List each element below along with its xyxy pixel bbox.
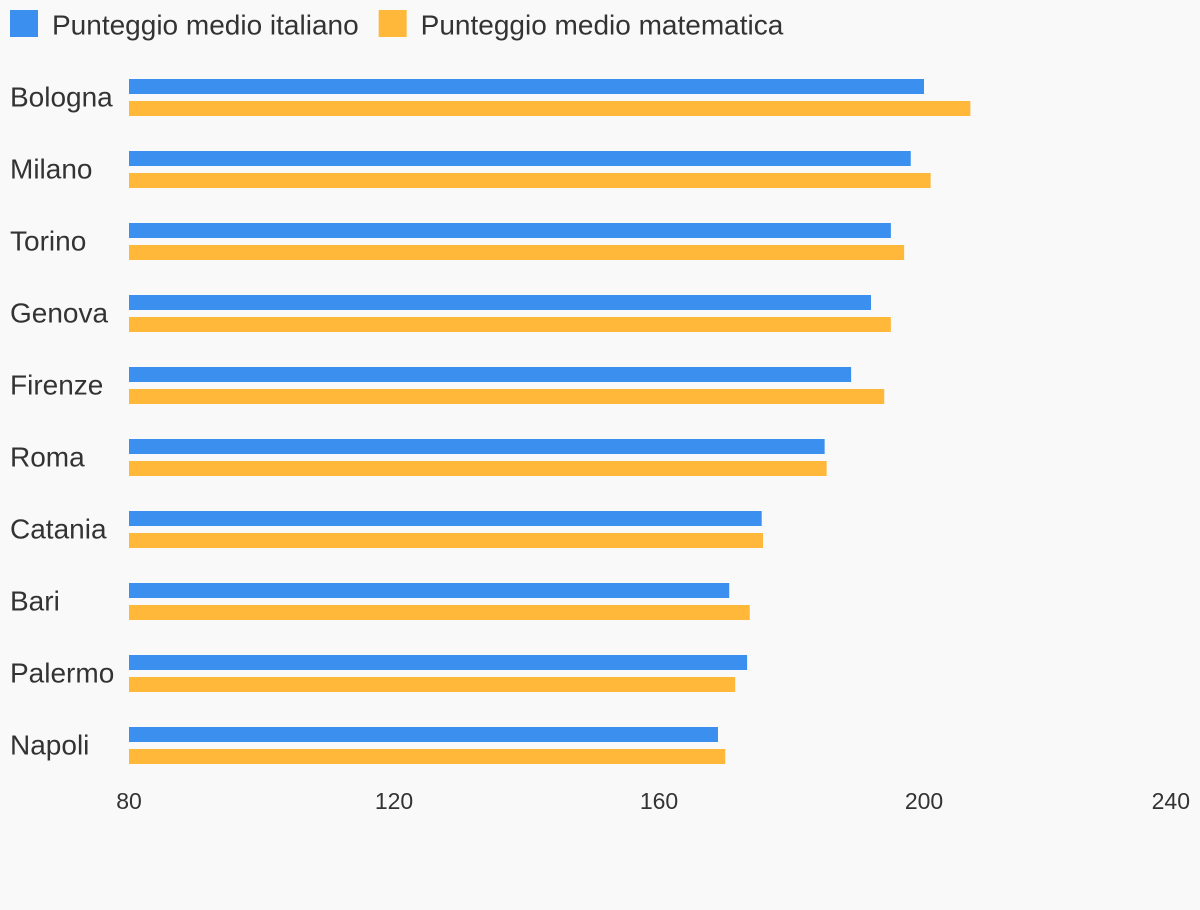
bar <box>129 173 931 188</box>
bar <box>129 367 852 382</box>
category-label: Napoli <box>10 729 89 760</box>
category-label: Firenze <box>10 369 103 400</box>
bar <box>129 101 971 116</box>
bar <box>129 655 748 670</box>
bar <box>129 727 718 742</box>
x-tick-label: 240 <box>1152 788 1190 814</box>
category-label: Palermo <box>10 657 114 688</box>
bar <box>129 295 871 310</box>
bar <box>129 439 825 454</box>
legend-label: Punteggio medio matematica <box>421 9 784 40</box>
bar <box>129 677 736 692</box>
x-tick-label: 200 <box>905 788 943 814</box>
bar <box>129 151 911 166</box>
x-tick-label: 80 <box>116 788 142 814</box>
category-label: Roma <box>10 441 85 472</box>
bar <box>129 749 726 764</box>
bar <box>129 461 827 476</box>
bar <box>129 511 762 526</box>
legend-swatch <box>10 10 38 37</box>
category-label: Torino <box>10 225 86 256</box>
legend-swatch <box>378 10 407 37</box>
bar <box>129 317 891 332</box>
bar <box>129 223 891 238</box>
category-label: Catania <box>10 513 107 544</box>
bar <box>129 389 885 404</box>
category-label: Bologna <box>10 81 113 112</box>
bar <box>129 533 764 548</box>
legend-label: Punteggio medio italiano <box>52 9 359 40</box>
bar <box>129 79 924 94</box>
bar <box>129 245 905 260</box>
category-label: Genova <box>10 297 108 328</box>
bar <box>129 583 730 598</box>
category-label: Milano <box>10 153 92 184</box>
x-tick-label: 160 <box>640 788 678 814</box>
bar <box>129 605 750 620</box>
category-label: Bari <box>10 585 60 616</box>
x-tick-label: 120 <box>375 788 413 814</box>
